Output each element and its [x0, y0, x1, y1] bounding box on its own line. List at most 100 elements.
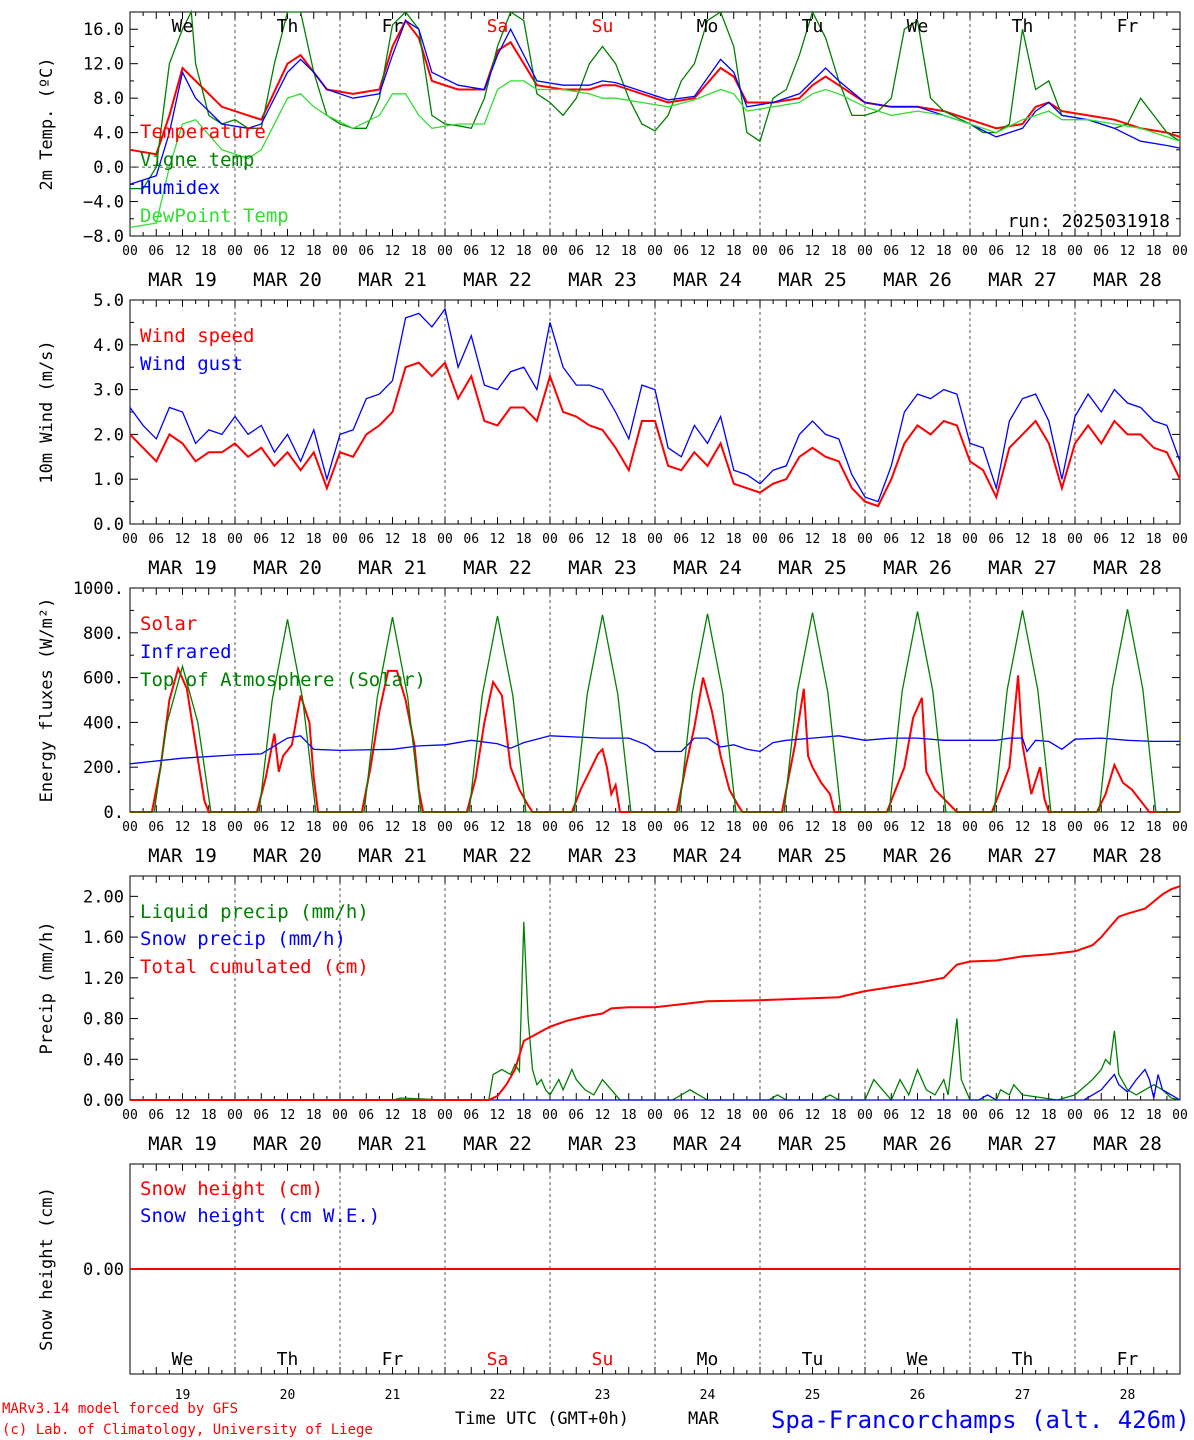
date-label: MAR 23 — [568, 1133, 637, 1155]
hour-tick-label: 18 — [516, 820, 532, 835]
hour-tick-label: 12 — [490, 244, 506, 259]
hour-tick-label: 12 — [1015, 532, 1031, 547]
weekday-label: Fr — [382, 16, 404, 37]
hour-tick-label: 06 — [568, 532, 584, 547]
y-tick-label: 3.0 — [93, 381, 124, 401]
date-label: MAR 22 — [463, 1133, 532, 1155]
hour-tick-label: 18 — [1041, 244, 1057, 259]
y-tick-label: 12.0 — [83, 55, 124, 75]
date-label: MAR 28 — [1093, 1133, 1162, 1155]
hour-tick-label: 00 — [437, 532, 453, 547]
hour-tick-label: 06 — [778, 820, 794, 835]
hour-tick-label: 00 — [857, 820, 873, 835]
y-tick-label: 600. — [83, 669, 124, 689]
y-axis-label: Precip (mm/h) — [37, 921, 57, 1054]
date-label: MAR 21 — [358, 269, 427, 291]
weekday-label: We — [172, 16, 194, 37]
hour-tick-label: 00 — [437, 244, 453, 259]
model-credit: MARv3.14 model forced by GFS — [2, 1401, 238, 1417]
hour-tick-label: 18 — [726, 820, 742, 835]
hour-tick-label: 00 — [1172, 532, 1188, 547]
panel-1: 16.0 12.0 8.0 4.0 0.0 −4.0 −8.0 2m Temp. (ºC) Te… — [37, 9, 1188, 291]
hour-tick-label: 12 — [910, 532, 926, 547]
hour-tick-label: 12 — [175, 1108, 191, 1123]
hour-tick-label: 00 — [647, 532, 663, 547]
weekday-label: Th — [277, 1349, 299, 1370]
hour-tick-label: 12 — [910, 244, 926, 259]
hour-tick-label: 06 — [463, 820, 479, 835]
date-label: MAR 26 — [883, 557, 952, 579]
legend-entry: Liquid precip (mm/h) — [140, 901, 369, 923]
hour-tick-label: 18 — [306, 244, 322, 259]
hour-tick-label: 06 — [463, 244, 479, 259]
hour-tick-label: 00 — [962, 1108, 978, 1123]
hour-tick-label: 06 — [1093, 820, 1109, 835]
hour-tick-label: 00 — [542, 820, 558, 835]
hour-tick-label: 00 — [752, 820, 768, 835]
legend-entry: Snow height (cm) — [140, 1178, 323, 1200]
hour-tick-label: 12 — [1015, 820, 1031, 835]
hour-tick-label: 00 — [122, 532, 138, 547]
hour-tick-label: 12 — [1015, 1108, 1031, 1123]
hour-tick-label: 00 — [1172, 1108, 1188, 1123]
panel-2: 5.0 4.0 3.0 2.0 1.0 0.0 10m Wind (m/s) Wind spe… — [37, 291, 1188, 579]
hour-tick-label: 06 — [778, 1108, 794, 1123]
hour-tick-label: 18 — [621, 244, 637, 259]
date-label: MAR 27 — [988, 557, 1057, 579]
y-tick-label: 0.0 — [93, 158, 124, 178]
hour-tick-label: 00 — [1067, 532, 1083, 547]
plot-frame — [129, 299, 1181, 525]
hour-tick-label: 00 — [1067, 820, 1083, 835]
hour-tick-label: 06 — [148, 820, 164, 835]
date-label: MAR 26 — [883, 1133, 952, 1155]
date-label: MAR 21 — [358, 557, 427, 579]
hour-tick-label: 00 — [122, 1108, 138, 1123]
y-tick-label: 16.0 — [83, 20, 124, 40]
weekday-label: Su — [592, 1349, 614, 1370]
hour-tick-label: 06 — [253, 1108, 269, 1123]
hour-tick-label: 12 — [700, 820, 716, 835]
date-label: MAR 22 — [463, 845, 532, 867]
hour-tick-label: 00 — [752, 1108, 768, 1123]
hour-tick-label: 12 — [805, 532, 821, 547]
hour-tick-label: 12 — [280, 532, 296, 547]
y-axis-label: 2m Temp. (ºC) — [37, 57, 57, 190]
hour-tick-label: 06 — [673, 532, 689, 547]
series-line — [129, 18, 1181, 156]
hour-tick-label: 18 — [1146, 820, 1162, 835]
legend-entry: Wind gust — [140, 353, 243, 375]
hour-tick-label: 12 — [700, 532, 716, 547]
hour-tick-label: 06 — [568, 244, 584, 259]
hour-tick-label: 18 — [936, 244, 952, 259]
hour-tick-label: 12 — [595, 820, 611, 835]
hour-tick-label: 06 — [988, 1108, 1004, 1123]
hour-tick-label: 12 — [175, 820, 191, 835]
y-tick-label: −8.0 — [83, 227, 124, 247]
hour-tick-label: 18 — [1146, 1108, 1162, 1123]
day-number-label: 19 — [175, 1388, 191, 1403]
weekday-label: Mo — [697, 16, 719, 37]
weekday-label: Th — [1012, 1349, 1034, 1370]
hour-tick-label: 18 — [306, 532, 322, 547]
hour-tick-label: 18 — [306, 1108, 322, 1123]
hour-tick-label: 18 — [831, 532, 847, 547]
date-label: MAR 27 — [988, 1133, 1057, 1155]
hour-tick-label: 06 — [988, 532, 1004, 547]
hour-tick-label: 00 — [332, 820, 348, 835]
date-label: MAR 20 — [253, 1133, 322, 1155]
y-tick-label: 1.20 — [83, 969, 124, 989]
weekday-label: Th — [1012, 16, 1034, 37]
hour-tick-label: 12 — [595, 532, 611, 547]
date-label: MAR 19 — [148, 1133, 217, 1155]
hour-tick-label: 18 — [201, 244, 217, 259]
weekday-label: Tu — [802, 16, 824, 37]
hour-tick-label: 18 — [726, 532, 742, 547]
legend-entry: Solar — [140, 613, 197, 635]
y-tick-label: 8.0 — [93, 89, 124, 109]
date-label: MAR 28 — [1093, 557, 1162, 579]
legend-entry: Humidex — [140, 177, 220, 199]
hour-tick-label: 12 — [1120, 244, 1136, 259]
hour-tick-label: 18 — [516, 1108, 532, 1123]
hour-tick-label: 12 — [805, 244, 821, 259]
